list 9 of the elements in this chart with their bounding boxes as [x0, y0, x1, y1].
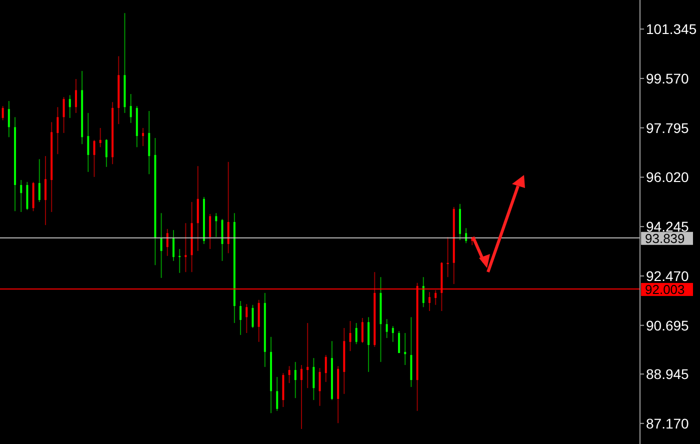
y-tick-label: 92.470 — [646, 268, 690, 284]
y-tick-label: 88.945 — [646, 366, 690, 382]
y-tick-label: 101.345 — [646, 21, 697, 38]
y-tick-label: 96.020 — [646, 169, 690, 186]
y-tick-label: 99.570 — [646, 70, 690, 86]
y-tick-label: 90.695 — [646, 317, 690, 334]
y-tick-label: 97.795 — [646, 120, 690, 136]
ref-line-label: 92.003 — [645, 282, 685, 297]
y-tick-label: 87.170 — [646, 415, 690, 432]
